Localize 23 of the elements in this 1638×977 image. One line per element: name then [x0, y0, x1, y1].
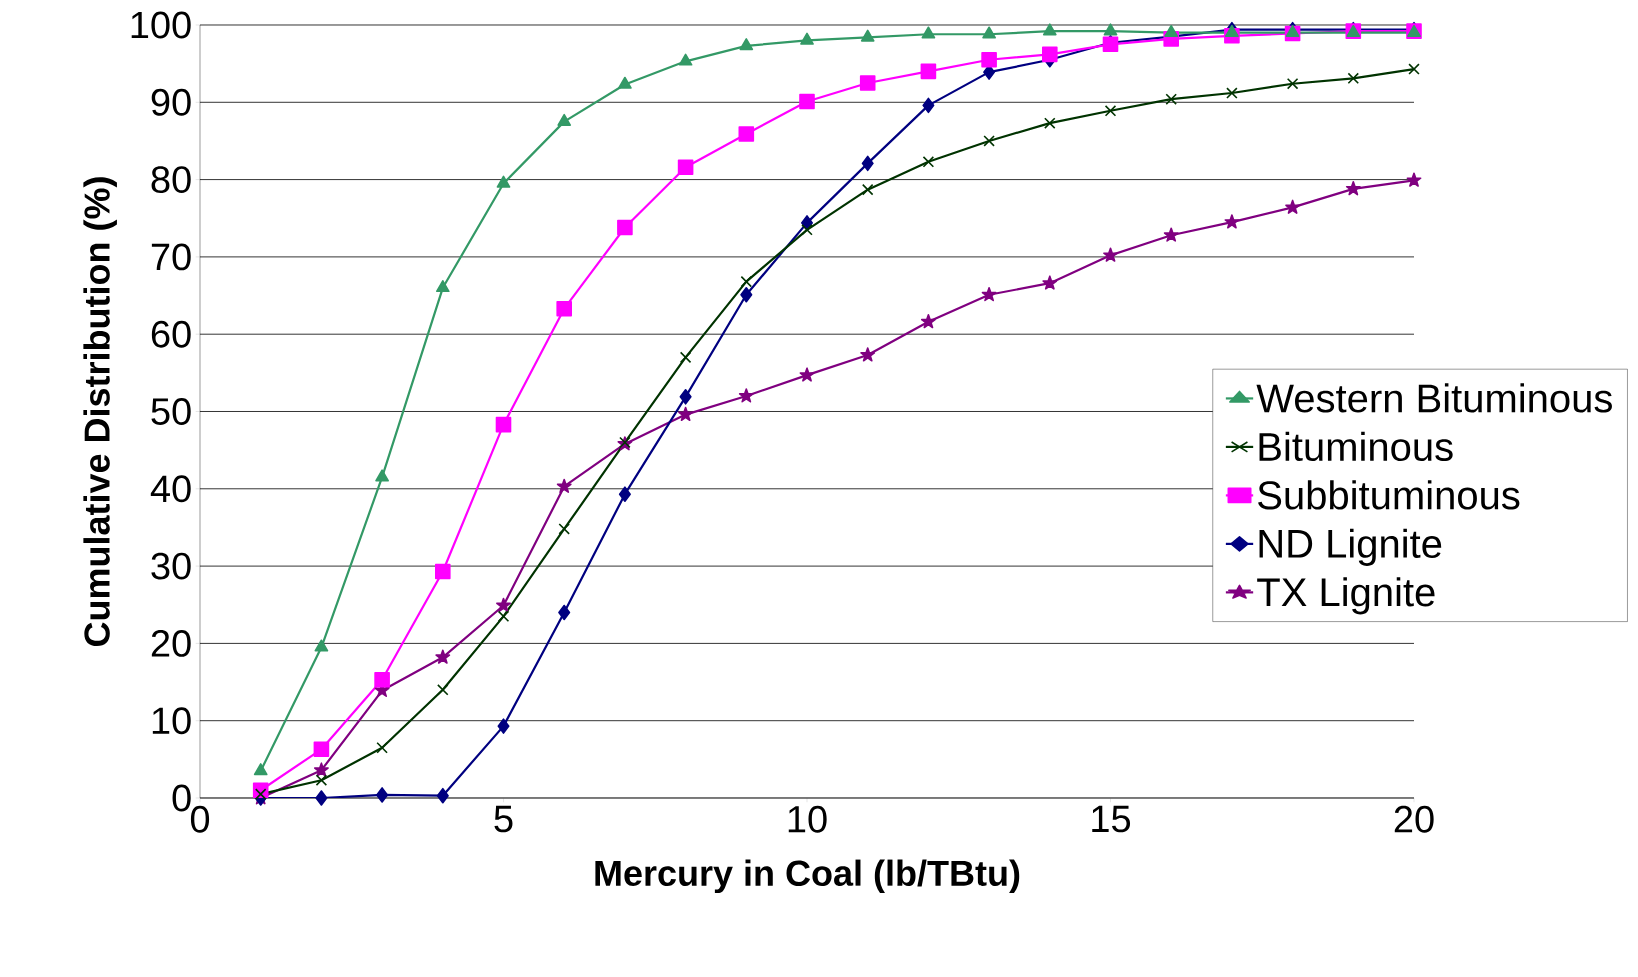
legend-label: Subbituminous	[1258, 480, 1520, 510]
legend-label: Western Bituminous	[1256, 383, 1612, 413]
legend-label: ND Lignite	[1259, 528, 1442, 566]
x-tick-label: 10	[788, 805, 827, 833]
x-tick-label: 20	[1394, 805, 1434, 833]
y-tick-label: 50	[151, 398, 191, 425]
y-axis-title: Cumulative Distribution (%)	[83, 177, 117, 647]
y-tick-label: 20	[151, 629, 191, 657]
x-axis-title: Mercury in Coal (lb/TBtu)	[595, 859, 1020, 894]
y-tick-label: 80	[151, 166, 191, 194]
y-tick-label: 30	[151, 552, 191, 580]
y-tick-label: 10	[152, 707, 191, 735]
y-tick-label: 60	[151, 320, 191, 348]
y-tick-label: 70	[151, 243, 191, 271]
x-tick-label: 0	[190, 805, 210, 833]
x-tick-label: 15	[1092, 805, 1131, 833]
y-tick-label: 90	[151, 88, 191, 116]
y-tick-label: 40	[150, 475, 191, 503]
x-tick-label: 5	[494, 805, 513, 833]
y-tick-label: 100	[131, 11, 191, 39]
y-tick-label: 0	[172, 784, 191, 812]
legend-label: Bituminous	[1259, 431, 1453, 462]
legend-label: TX Lignite	[1257, 577, 1435, 615]
